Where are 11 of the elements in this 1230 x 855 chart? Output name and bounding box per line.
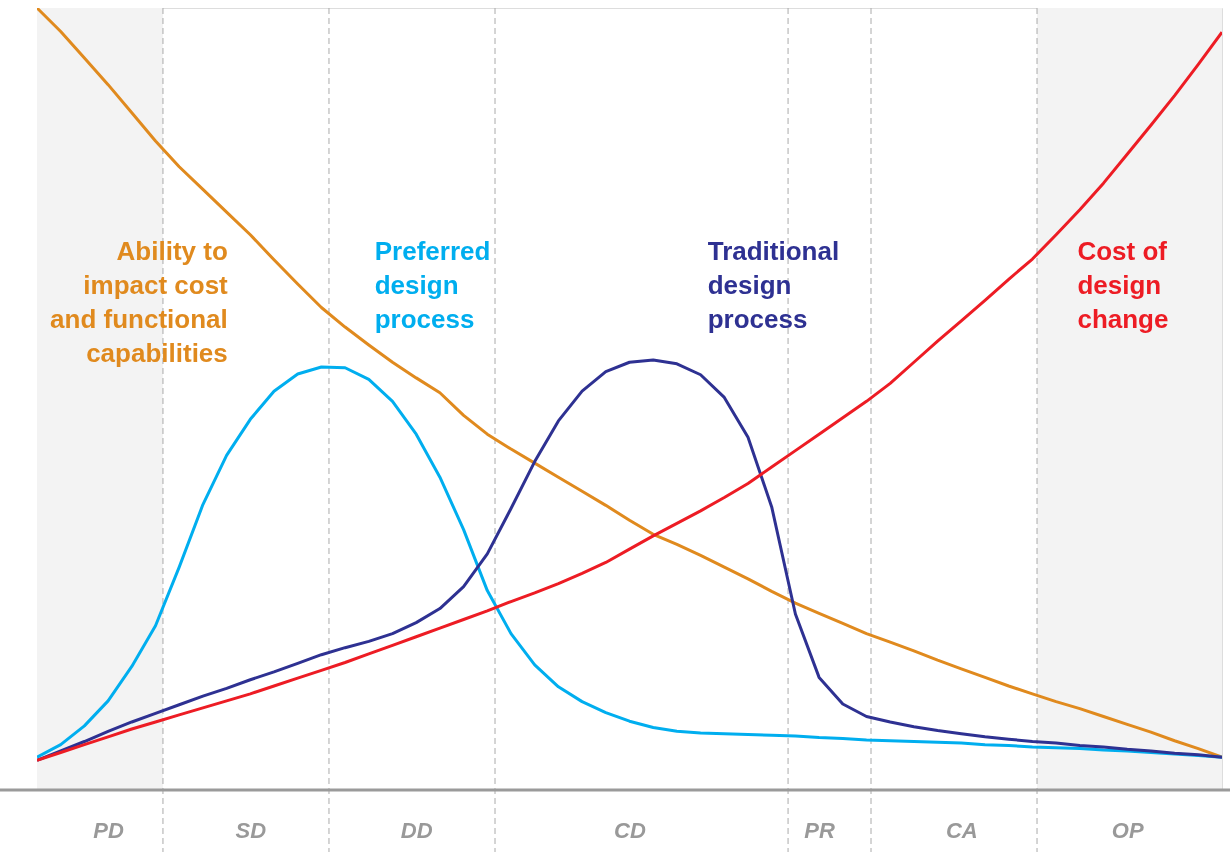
series-label: Preferred design process — [374, 235, 491, 334]
x-tick-label: SD — [235, 817, 267, 843]
x-tick-label: CD — [614, 817, 646, 843]
x-tick-label: PR — [804, 817, 835, 843]
series-label: Ability to impact cost and functional capabilities — [50, 235, 229, 368]
x-tick-label: CA — [945, 817, 978, 843]
x-tick-label: DD — [400, 817, 433, 843]
series-label: Traditional design process — [707, 235, 840, 334]
x-tick-label: PD — [93, 817, 124, 843]
series-label: Cost of design change — [1077, 235, 1169, 334]
x-tick-label: OP — [1111, 817, 1144, 843]
